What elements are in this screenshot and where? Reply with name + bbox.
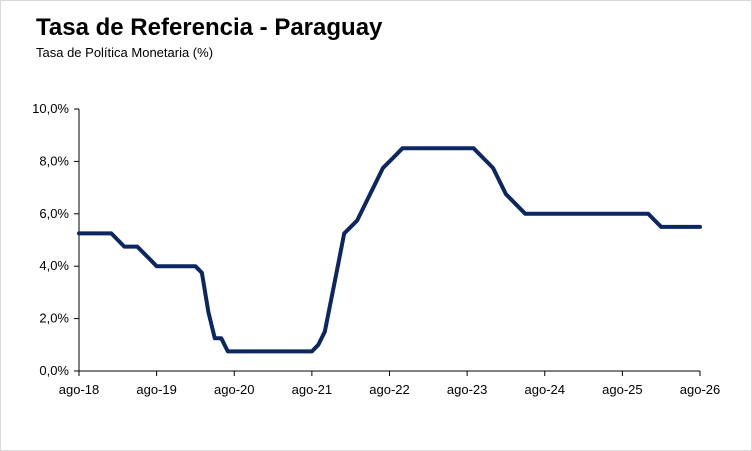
y-tick-label: 10,0% <box>32 101 69 116</box>
x-tick-label: ago-20 <box>214 382 254 397</box>
x-tick-label: ago-18 <box>59 382 99 397</box>
y-tick-label: 2,0% <box>39 311 69 326</box>
y-tick-label: 8,0% <box>39 153 69 168</box>
x-tick-label: ago-26 <box>680 382 720 397</box>
x-tick-label: ago-23 <box>447 382 487 397</box>
series-line <box>77 146 702 354</box>
x-tick-label: ago-22 <box>369 382 409 397</box>
x-tick-label: ago-25 <box>602 382 642 397</box>
chart-title: Tasa de Referencia - Paraguay <box>36 14 383 41</box>
y-tick-label: 6,0% <box>39 206 69 221</box>
x-tick-label: ago-21 <box>292 382 332 397</box>
x-tick-label: ago-24 <box>525 382 565 397</box>
x-tick-label: ago-19 <box>136 382 176 397</box>
chart-subtitle: Tasa de Política Monetaria (%) <box>36 45 214 60</box>
y-tick-label: 0,0% <box>39 363 69 378</box>
y-tick-label: 4,0% <box>39 258 69 273</box>
